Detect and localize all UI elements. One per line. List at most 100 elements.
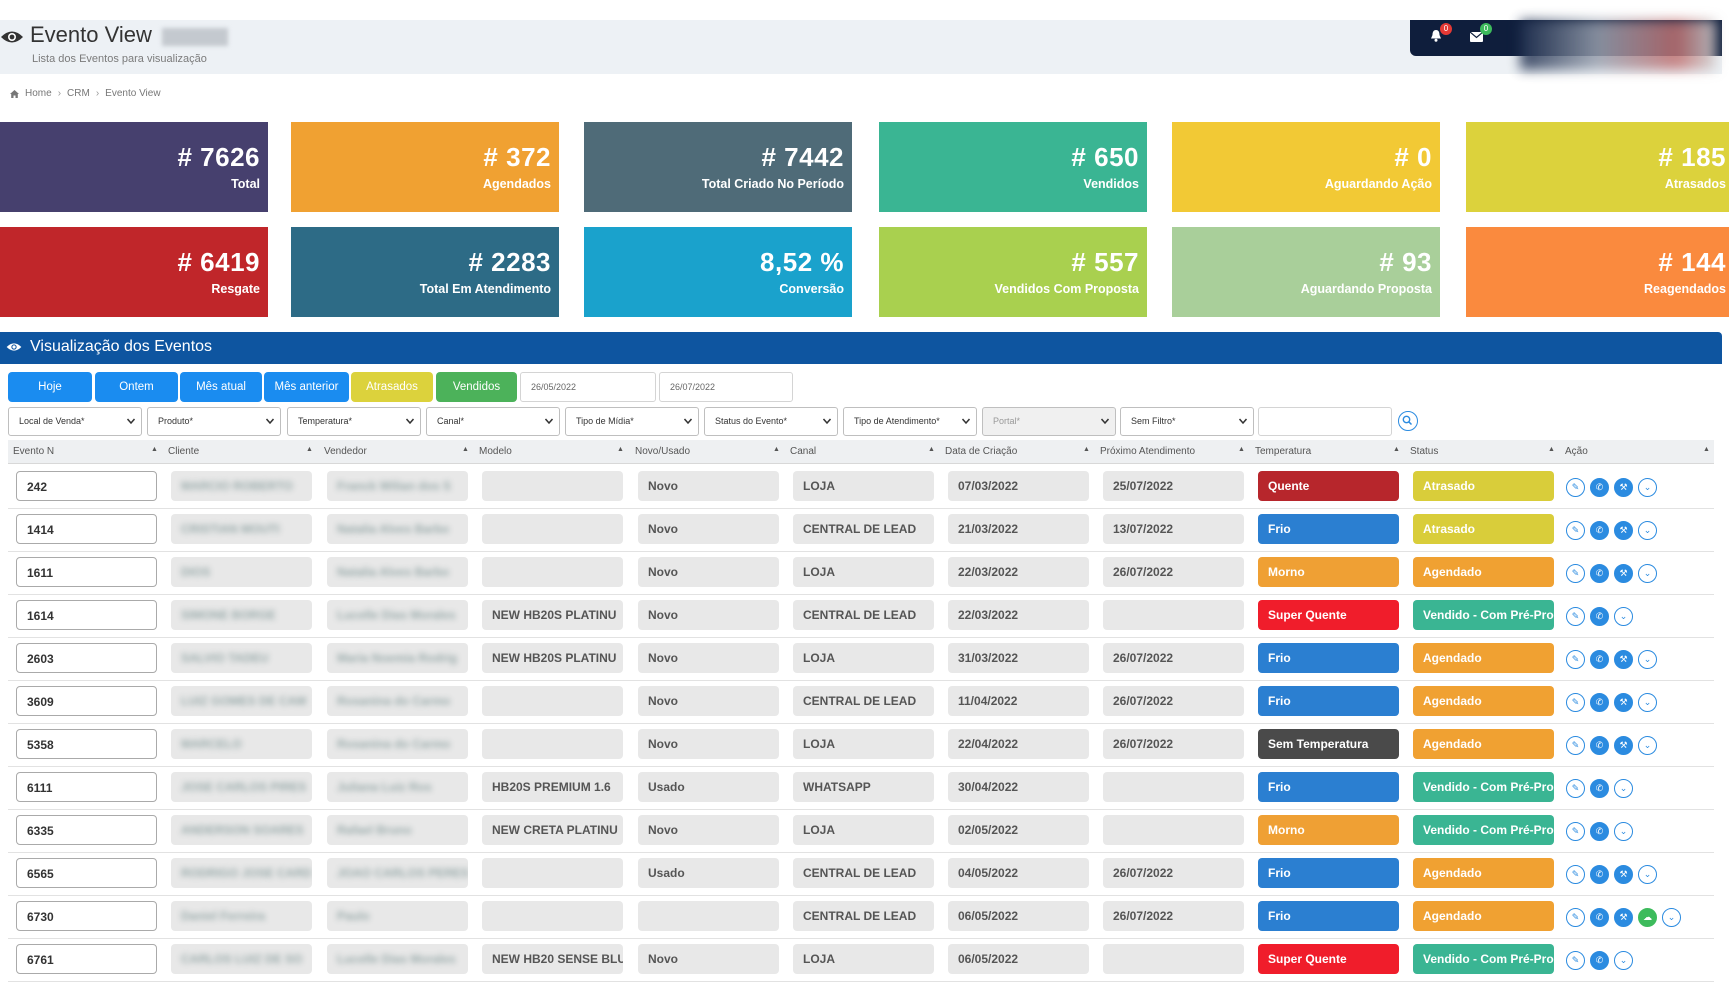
- sort-icon[interactable]: ▲: [1393, 446, 1400, 453]
- stat-card[interactable]: # 185 Atrasados: [1466, 122, 1729, 212]
- column-header[interactable]: Modelo: [479, 446, 512, 457]
- column-header[interactable]: Temperatura: [1255, 446, 1312, 457]
- select-local-de-venda[interactable]: Local de Venda*: [8, 407, 142, 436]
- filter-button-hoje[interactable]: Hoje: [8, 372, 92, 402]
- chevron-down-icon[interactable]: ⌄: [1614, 779, 1633, 798]
- edit-icon[interactable]: ✎: [1566, 865, 1585, 884]
- phone-icon[interactable]: ✆: [1590, 822, 1609, 841]
- sort-icon[interactable]: ▲: [1703, 446, 1710, 453]
- wrench-icon[interactable]: ⚒: [1614, 478, 1633, 497]
- edit-icon[interactable]: ✎: [1566, 607, 1585, 626]
- stat-card[interactable]: # 7626 Total: [0, 122, 268, 212]
- filter-button-ontem[interactable]: Ontem: [95, 372, 178, 402]
- chevron-down-icon[interactable]: ⌄: [1638, 693, 1657, 712]
- chevron-down-icon[interactable]: ⌄: [1638, 650, 1657, 669]
- evento-number[interactable]: 6730: [16, 901, 157, 931]
- evento-number[interactable]: 3609: [16, 686, 157, 716]
- phone-icon[interactable]: ✆: [1590, 736, 1609, 755]
- phone-icon[interactable]: ✆: [1590, 564, 1609, 583]
- stat-card[interactable]: # 93 Aguardando Proposta: [1172, 227, 1440, 317]
- column-header[interactable]: Status: [1410, 446, 1439, 457]
- evento-number[interactable]: 1611: [16, 557, 157, 587]
- select-temperatura[interactable]: Temperatura*: [287, 407, 421, 436]
- edit-icon[interactable]: ✎: [1566, 521, 1585, 540]
- evento-number[interactable]: 5358: [16, 729, 157, 759]
- stat-card[interactable]: 8,52 % Conversão: [584, 227, 852, 317]
- stat-card[interactable]: # 7442 Total Criado No Período: [584, 122, 852, 212]
- sort-icon[interactable]: ▲: [1083, 446, 1090, 453]
- phone-icon[interactable]: ✆: [1590, 779, 1609, 798]
- select-produto[interactable]: Produto*: [147, 407, 281, 436]
- phone-icon[interactable]: ✆: [1590, 908, 1609, 927]
- edit-icon[interactable]: ✎: [1566, 478, 1585, 497]
- wrench-icon[interactable]: ⚒: [1614, 865, 1633, 884]
- evento-number[interactable]: 242: [16, 471, 157, 501]
- chevron-down-icon[interactable]: ⌄: [1638, 736, 1657, 755]
- bell-icon[interactable]: [1430, 29, 1442, 45]
- evento-number[interactable]: 6565: [16, 858, 157, 888]
- phone-icon[interactable]: ✆: [1590, 478, 1609, 497]
- stat-card[interactable]: # 6419 Resgate: [0, 227, 268, 317]
- search-button[interactable]: [1398, 411, 1418, 431]
- evento-number[interactable]: 2603: [16, 643, 157, 673]
- breadcrumb-crm[interactable]: CRM: [67, 88, 90, 99]
- evento-number[interactable]: 6111: [16, 772, 157, 802]
- filter-button-m-s-anterior[interactable]: Mês anterior: [264, 372, 349, 402]
- edit-icon[interactable]: ✎: [1566, 736, 1585, 755]
- column-header[interactable]: Vendedor: [324, 446, 367, 457]
- chevron-down-icon[interactable]: ⌄: [1662, 908, 1681, 927]
- select-tipo-de-m-dia[interactable]: Tipo de Mídia*: [565, 407, 699, 436]
- edit-icon[interactable]: ✎: [1566, 693, 1585, 712]
- edit-icon[interactable]: ✎: [1566, 822, 1585, 841]
- start-date-input[interactable]: 26/05/2022: [520, 372, 656, 402]
- chevron-down-icon[interactable]: ⌄: [1614, 951, 1633, 970]
- end-date-input[interactable]: 26/07/2022: [659, 372, 793, 402]
- sort-icon[interactable]: ▲: [928, 446, 935, 453]
- sort-icon[interactable]: ▲: [462, 446, 469, 453]
- stat-card[interactable]: # 144 Reagendados: [1466, 227, 1729, 317]
- sort-icon[interactable]: ▲: [151, 446, 158, 453]
- phone-icon[interactable]: ✆: [1590, 693, 1609, 712]
- edit-icon[interactable]: ✎: [1566, 650, 1585, 669]
- edit-icon[interactable]: ✎: [1566, 779, 1585, 798]
- wrench-icon[interactable]: ⚒: [1614, 736, 1633, 755]
- chevron-down-icon[interactable]: ⌄: [1638, 478, 1657, 497]
- filter-button-m-s-atual[interactable]: Mês atual: [180, 372, 262, 402]
- wrench-icon[interactable]: ⚒: [1614, 564, 1633, 583]
- upload-cloud-icon[interactable]: ☁: [1638, 908, 1657, 927]
- sort-icon[interactable]: ▲: [1548, 446, 1555, 453]
- stat-card[interactable]: # 372 Agendados: [291, 122, 559, 212]
- evento-number[interactable]: 6335: [16, 815, 157, 845]
- phone-icon[interactable]: ✆: [1590, 521, 1609, 540]
- phone-icon[interactable]: ✆: [1590, 607, 1609, 626]
- filter-button-atrasados[interactable]: Atrasados: [351, 372, 433, 402]
- stat-card[interactable]: # 0 Aguardando Ação: [1172, 122, 1440, 212]
- chevron-down-icon[interactable]: ⌄: [1614, 822, 1633, 841]
- edit-icon[interactable]: ✎: [1566, 951, 1585, 970]
- breadcrumb-home[interactable]: Home: [25, 88, 52, 99]
- chevron-down-icon[interactable]: ⌄: [1614, 607, 1633, 626]
- sort-icon[interactable]: ▲: [773, 446, 780, 453]
- column-header[interactable]: Data de Criação: [945, 446, 1018, 457]
- stat-card[interactable]: # 2283 Total Em Atendimento: [291, 227, 559, 317]
- sort-icon[interactable]: ▲: [1238, 446, 1245, 453]
- phone-icon[interactable]: ✆: [1590, 951, 1609, 970]
- column-header[interactable]: Novo/Usado: [635, 446, 691, 457]
- stat-card[interactable]: # 557 Vendidos Com Proposta: [879, 227, 1147, 317]
- phone-icon[interactable]: ✆: [1590, 865, 1609, 884]
- select-canal[interactable]: Canal*: [426, 407, 560, 436]
- wrench-icon[interactable]: ⚒: [1614, 693, 1633, 712]
- wrench-icon[interactable]: ⚒: [1614, 650, 1633, 669]
- sort-icon[interactable]: ▲: [617, 446, 624, 453]
- wrench-icon[interactable]: ⚒: [1614, 908, 1633, 927]
- column-header[interactable]: Próximo Atendimento: [1100, 446, 1196, 457]
- mail-icon[interactable]: [1469, 29, 1484, 45]
- chevron-down-icon[interactable]: ⌄: [1638, 865, 1657, 884]
- chevron-down-icon[interactable]: ⌄: [1638, 564, 1657, 583]
- select-status-do-evento[interactable]: Status do Evento*: [704, 407, 838, 436]
- chevron-down-icon[interactable]: ⌄: [1638, 521, 1657, 540]
- sort-icon[interactable]: ▲: [306, 446, 313, 453]
- column-header[interactable]: Canal: [790, 446, 817, 457]
- select-sem-filtro[interactable]: Sem Filtro*: [1120, 407, 1254, 436]
- select-tipo-de-atendimento[interactable]: Tipo de Atendimento*: [843, 407, 977, 436]
